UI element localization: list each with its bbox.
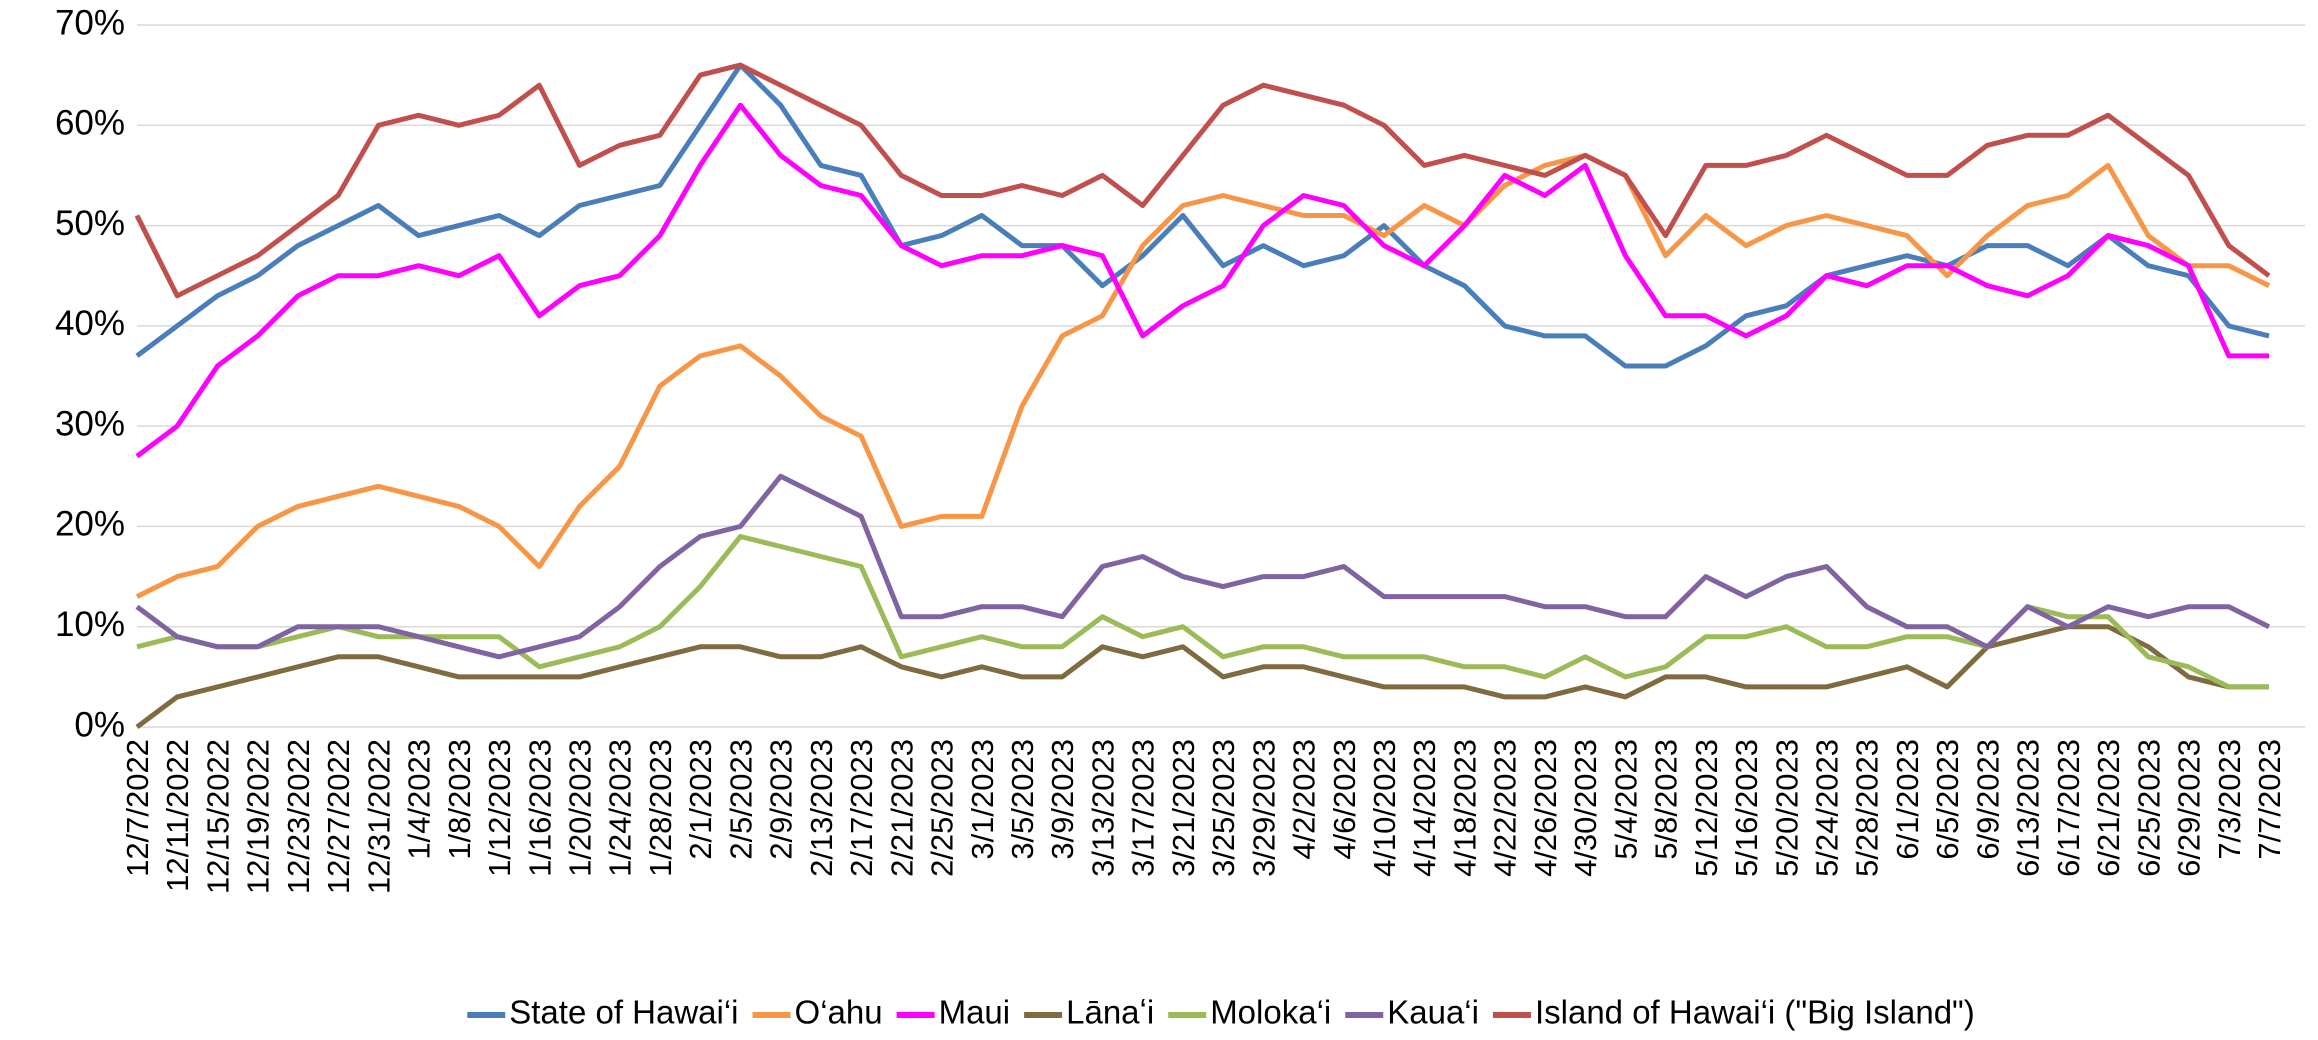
x-tick-label: 5/8/2023 (1649, 739, 1684, 860)
x-tick-label: 12/23/2022 (281, 739, 316, 894)
y-tick-label: 0% (74, 705, 125, 744)
x-tick-label: 2/13/2023 (804, 739, 839, 877)
x-tick-label: 3/9/2023 (1045, 739, 1080, 860)
x-tick-label: 3/29/2023 (1246, 739, 1281, 877)
x-tick-label: 4/26/2023 (1528, 739, 1563, 877)
legend: State of Hawai‘i O‘ahu Maui Lānaʻi Moloka‘i K… (467, 994, 1975, 1031)
legend-label: Kaua‘i (1387, 994, 1479, 1031)
series-line (134, 62, 2271, 299)
legend-item: Maui (896, 994, 1011, 1031)
x-tick-label: 4/18/2023 (1447, 739, 1482, 877)
x-tick-label: 7/3/2023 (2212, 739, 2247, 860)
legend-label: Lānaʻi (1066, 994, 1154, 1031)
y-tick-label: 60% (55, 104, 125, 143)
x-tick-label: 4/6/2023 (1327, 739, 1362, 860)
y-tick-label: 40% (55, 304, 125, 343)
x-tick-label: 1/20/2023 (562, 739, 597, 877)
x-tick-label: 3/17/2023 (1126, 739, 1161, 877)
x-tick-label: 1/12/2023 (482, 739, 517, 877)
y-tick-label: 50% (55, 204, 125, 243)
x-tick-label: 12/19/2022 (241, 739, 276, 894)
x-tick-label: 5/24/2023 (1810, 739, 1845, 877)
x-tick-label: 2/1/2023 (683, 739, 718, 860)
legend-item: Island of Hawai‘i ("Big Island") (1492, 994, 1975, 1031)
series-line (135, 152, 2271, 599)
series-line (136, 534, 2269, 690)
y-tick-label: 20% (55, 505, 125, 544)
x-tick-label: 12/27/2022 (321, 739, 356, 894)
x-tick-label: 6/1/2023 (1890, 739, 1925, 860)
x-tick-label: 5/20/2023 (1769, 739, 1804, 877)
x-tick-label: 6/9/2023 (1970, 739, 2005, 860)
series-line (135, 102, 2269, 459)
x-tick-label: 3/1/2023 (965, 739, 1000, 860)
x-tick-label: 2/25/2023 (925, 739, 960, 877)
x-tick-label: 7/7/2023 (2252, 739, 2287, 860)
x-tick-label: 6/17/2023 (2051, 739, 2086, 877)
x-tick-label: 12/15/2022 (200, 739, 235, 894)
x-tick-label: 4/22/2023 (1488, 739, 1523, 877)
x-tick-label: 1/8/2023 (442, 739, 477, 860)
series-line (135, 624, 2269, 730)
legend-label: Island of Hawai‘i ("Big Island") (1535, 994, 1975, 1031)
legend-item: Lānaʻi (1024, 994, 1154, 1031)
x-tick-label: 4/14/2023 (1407, 739, 1442, 877)
x-tick-label: 4/10/2023 (1367, 739, 1402, 877)
x-tick-label: 1/28/2023 (643, 739, 678, 877)
x-tick-label: 3/13/2023 (1085, 739, 1120, 877)
legend-item: O‘ahu (752, 994, 883, 1031)
x-tick-label: 3/25/2023 (1206, 739, 1241, 877)
x-tick-label: 5/28/2023 (1850, 739, 1885, 877)
x-tick-label: 5/4/2023 (1608, 739, 1643, 860)
x-tick-label: 12/11/2022 (160, 739, 195, 892)
x-tick-label: 4/2/2023 (1287, 739, 1322, 860)
x-tick-label: 6/21/2023 (2091, 739, 2126, 877)
x-tick-label: 5/12/2023 (1689, 739, 1724, 877)
x-tick-label: 3/21/2023 (1166, 739, 1201, 877)
legend-label: State of Hawai‘i (509, 994, 738, 1031)
x-tick-label: 6/5/2023 (1930, 739, 1965, 860)
x-tick-label: 12/31/2022 (361, 739, 396, 894)
x-tick-label: 2/17/2023 (844, 739, 879, 877)
x-tick-label: 1/4/2023 (402, 739, 437, 860)
x-tick-label: 1/24/2023 (603, 739, 638, 877)
x-tick-label: 4/30/2023 (1568, 739, 1603, 877)
x-tick-label: 6/13/2023 (2011, 739, 2046, 877)
x-tick-label: 3/5/2023 (1005, 739, 1040, 860)
x-tick-label: 12/7/2022 (120, 739, 155, 877)
legend-item: Moloka‘i (1168, 994, 1331, 1031)
x-tick-label: 6/25/2023 (2131, 739, 2166, 877)
series-line (135, 62, 2270, 369)
series-line (135, 473, 2271, 660)
legend-label: Moloka‘i (1210, 994, 1331, 1031)
legend-label: O‘ahu (795, 994, 883, 1031)
x-tick-label: 2/5/2023 (723, 739, 758, 860)
legend-label: Maui (939, 994, 1011, 1031)
y-tick-label: 70% (55, 3, 125, 42)
x-tick-label: 2/21/2023 (884, 739, 919, 877)
legend-item: Kaua‘i (1345, 994, 1479, 1031)
x-tick-label: 5/16/2023 (1729, 739, 1764, 877)
x-tick-label: 2/9/2023 (764, 739, 799, 860)
y-tick-label: 30% (55, 404, 125, 443)
x-tick-label: 1/16/2023 (522, 739, 557, 877)
legend-item: State of Hawai‘i (467, 994, 739, 1031)
x-tick-label: 6/29/2023 (2172, 739, 2207, 877)
y-tick-label: 10% (55, 605, 125, 644)
